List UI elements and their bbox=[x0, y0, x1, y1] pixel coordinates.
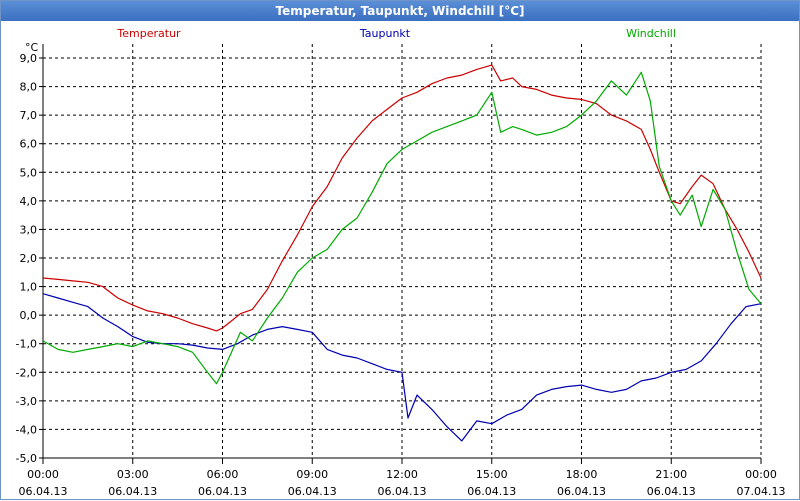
x-tick-label-time: 21:00 bbox=[655, 468, 687, 481]
x-tick-label-date: 06.04.13 bbox=[557, 485, 606, 498]
y-tick-label: -3,0 bbox=[16, 395, 37, 408]
x-tick-label-time: 03:00 bbox=[117, 468, 149, 481]
y-tick-label: 4,0 bbox=[20, 195, 38, 208]
x-tick-label-time: 00:00 bbox=[745, 468, 777, 481]
series-line-windchill bbox=[42, 71, 762, 385]
x-tick-label-time: 15:00 bbox=[476, 468, 508, 481]
legend-item-taupunkt: Taupunkt bbox=[359, 27, 411, 40]
y-tick-label: 2,0 bbox=[20, 252, 38, 265]
y-tick-label: 6,0 bbox=[20, 138, 38, 151]
y-tick-label: 5,0 bbox=[20, 166, 38, 179]
x-tick-label-date: 06.04.13 bbox=[108, 485, 157, 498]
window-title: Temperatur, Taupunkt, Windchill [°C] bbox=[1, 1, 799, 21]
x-tick-label-time: 18:00 bbox=[566, 468, 598, 481]
y-tick-label: 1,0 bbox=[20, 281, 38, 294]
y-tick-label: -1,0 bbox=[16, 338, 37, 351]
x-axis-tick-labels: 00:00 06.04.13 03:00 06.04.13 06:00 06.04.13 0… bbox=[19, 468, 786, 498]
series-line-temperatur bbox=[42, 64, 762, 332]
y-tick-label: 3,0 bbox=[20, 223, 38, 236]
y-tick-label: 7,0 bbox=[20, 109, 38, 122]
x-tick-label-date: 06.04.13 bbox=[378, 485, 427, 498]
y-tick-label: -2,0 bbox=[16, 366, 37, 379]
y-tick-label: -4,0 bbox=[16, 423, 37, 436]
x-tick-label-date: 07.04.13 bbox=[737, 485, 786, 498]
x-tick-label-date: 06.04.13 bbox=[647, 485, 696, 498]
x-tick-label-time: 00:00 bbox=[27, 468, 59, 481]
x-tick-label-date: 06.04.13 bbox=[467, 485, 516, 498]
y-tick-label: 9,0 bbox=[20, 52, 38, 65]
x-tick-label-time: 09:00 bbox=[296, 468, 328, 481]
x-tick-label-date: 06.04.13 bbox=[288, 485, 337, 498]
grid-lines bbox=[42, 44, 762, 459]
y-axis-unit-label: °C bbox=[25, 41, 39, 54]
y-tick-label: 8,0 bbox=[20, 81, 38, 94]
x-tick-label-date: 06.04.13 bbox=[198, 485, 247, 498]
x-tick-label-time: 06:00 bbox=[207, 468, 239, 481]
y-tick-label: -5,0 bbox=[16, 452, 37, 465]
legend: Temperatur Taupunkt Windchill bbox=[116, 27, 676, 40]
legend-item-windchill: Windchill bbox=[626, 27, 676, 40]
legend-item-temperatur: Temperatur bbox=[116, 27, 181, 40]
series-lines bbox=[42, 64, 762, 442]
y-axis-tick-labels: 9,0 8,0 7,0 6,0 5,0 4,0 3,0 2,0 1,0 0,0 -1,0 -2,0 -3… bbox=[16, 52, 37, 465]
y-tick-label: 0,0 bbox=[20, 309, 38, 322]
x-tick-label-date: 06.04.13 bbox=[19, 485, 68, 498]
axes bbox=[39, 44, 762, 464]
x-tick-label-time: 12:00 bbox=[386, 468, 418, 481]
